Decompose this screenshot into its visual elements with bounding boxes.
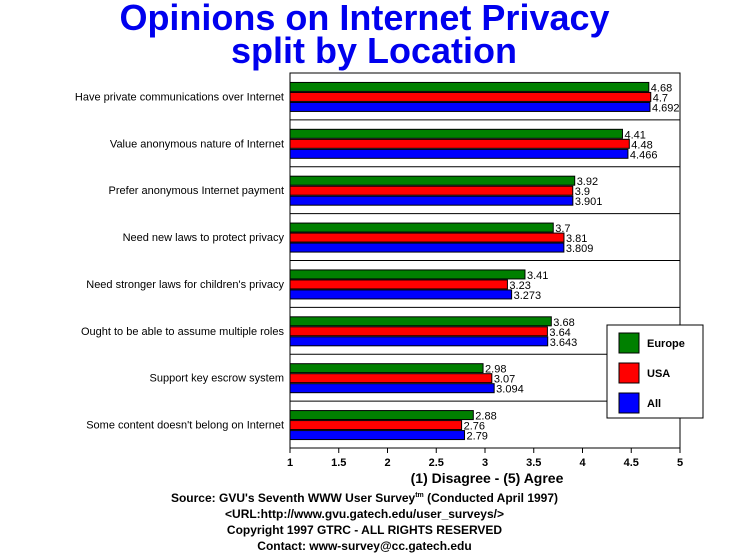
category-label: Have private communications over Interne… bbox=[75, 91, 284, 103]
bar-europe bbox=[289, 410, 474, 421]
category-label: Ought to be able to assume multiple role… bbox=[81, 326, 285, 338]
data-label: 3.809 bbox=[566, 243, 594, 255]
bar-usa bbox=[289, 232, 565, 243]
legend-label: All bbox=[647, 398, 661, 410]
bar-all bbox=[289, 242, 565, 253]
source-url[interactable]: <URL:http://www.gvu.gatech.edu/user_surv… bbox=[225, 507, 504, 521]
data-label: 4.68 bbox=[651, 82, 672, 94]
category-label: Value anonymous nature of Internet bbox=[110, 138, 284, 150]
bar-all bbox=[289, 336, 549, 347]
source-text: Source: GVU's Seventh WWW User Survey bbox=[170, 491, 416, 505]
bar-all bbox=[289, 430, 466, 441]
x-tick-label: 1 bbox=[287, 457, 293, 469]
bar-all bbox=[289, 383, 495, 394]
category-label: Prefer anonymous Internet payment bbox=[109, 185, 284, 197]
footer: Source: GVU's Seventh WWW User Surveytm … bbox=[0, 488, 729, 554]
bar-chart: 1 1.5 2 2.5 3 3.5 4 4.5 5 Have private communica… bbox=[75, 72, 704, 486]
bar-all bbox=[289, 195, 574, 206]
bar-usa bbox=[289, 138, 630, 149]
bar-europe bbox=[289, 128, 623, 139]
data-label: 3.64 bbox=[549, 327, 570, 339]
x-tick-label: 3 bbox=[482, 457, 488, 469]
data-label: 2.98 bbox=[485, 364, 506, 376]
x-axis-label: (1) Disagree - (5) Agree bbox=[411, 470, 564, 486]
legend-label: USA bbox=[647, 368, 670, 380]
bars bbox=[289, 81, 652, 441]
bar-usa bbox=[289, 373, 493, 384]
data-label: 3.643 bbox=[550, 337, 578, 349]
data-label: 4.7 bbox=[653, 92, 668, 104]
copyright: Copyright 1997 GTRC - ALL RIGHTS RESERVE… bbox=[226, 523, 503, 537]
data-label: 4.692 bbox=[652, 102, 680, 114]
trademark-mark: tm bbox=[415, 492, 424, 499]
legend: Europe USA All bbox=[606, 324, 704, 419]
x-tick-label: 5 bbox=[677, 457, 683, 469]
bar-europe bbox=[289, 269, 526, 280]
bar-usa bbox=[289, 420, 463, 431]
data-label: 3.07 bbox=[494, 374, 515, 386]
source-date: (Conducted April 1997) bbox=[423, 491, 559, 505]
bar-all bbox=[289, 101, 651, 112]
x-tick-label: 4 bbox=[579, 457, 586, 469]
category-label: Need stronger laws for children's privac… bbox=[86, 279, 284, 291]
data-label: 3.68 bbox=[553, 317, 574, 329]
category-label: Need new laws to protect privacy bbox=[123, 232, 285, 244]
bar-usa bbox=[289, 279, 508, 290]
bar-europe bbox=[289, 81, 650, 92]
data-label: 4.48 bbox=[631, 139, 652, 151]
title-line-1: Opinions on Internet Privacy bbox=[119, 0, 610, 38]
data-label: 4.41 bbox=[624, 129, 645, 141]
data-label: 2.88 bbox=[475, 411, 496, 423]
bar-europe bbox=[289, 175, 576, 186]
x-tick-label: 2 bbox=[384, 457, 390, 469]
legend-swatch-europe bbox=[618, 332, 640, 354]
data-label: 3.81 bbox=[566, 233, 587, 245]
contact[interactable]: Contact: www-survey@cc.gatech.edu bbox=[257, 539, 472, 553]
data-label: 3.9 bbox=[575, 186, 590, 198]
category-label: Some content doesn't belong on Internet bbox=[86, 420, 284, 432]
x-tick-label: 1.5 bbox=[331, 457, 346, 469]
data-label: 3.901 bbox=[575, 196, 603, 208]
bar-europe bbox=[289, 316, 552, 327]
chart-title: Opinions on Internet Privacy split by Lo… bbox=[0, 0, 729, 71]
x-tick-label: 2.5 bbox=[429, 457, 444, 469]
data-label: 2.76 bbox=[464, 421, 485, 433]
data-label: 3.273 bbox=[514, 290, 542, 302]
bar-europe bbox=[289, 222, 554, 233]
bar-usa bbox=[289, 91, 652, 102]
source-line: Source: GVU's Seventh WWW User Surveytm … bbox=[0, 488, 729, 506]
data-label: 3.094 bbox=[496, 384, 524, 396]
data-label: 3.23 bbox=[509, 280, 530, 292]
gridlines: 1 1.5 2 2.5 3 3.5 4 4.5 5 bbox=[287, 72, 683, 469]
bar-all bbox=[289, 148, 629, 159]
legend-swatch-all bbox=[618, 392, 640, 414]
data-label: 3.92 bbox=[577, 176, 598, 188]
bar-europe bbox=[289, 363, 484, 374]
x-tick-label: 3.5 bbox=[526, 457, 541, 469]
x-tick-label: 4.5 bbox=[624, 457, 639, 469]
data-label: 2.79 bbox=[467, 431, 488, 443]
data-label: 3.41 bbox=[527, 270, 548, 282]
data-label: 4.466 bbox=[630, 149, 658, 161]
legend-label: Europe bbox=[647, 338, 685, 350]
bar-usa bbox=[289, 326, 548, 337]
legend-swatch-usa bbox=[618, 362, 640, 384]
bar-usa bbox=[289, 185, 574, 196]
category-label: Support key escrow system bbox=[150, 373, 285, 385]
title-line-2: split by Location bbox=[231, 30, 518, 71]
data-label: 3.7 bbox=[555, 223, 570, 235]
labels: Have private communications over Interne… bbox=[75, 82, 680, 442]
bar-all bbox=[289, 289, 513, 300]
